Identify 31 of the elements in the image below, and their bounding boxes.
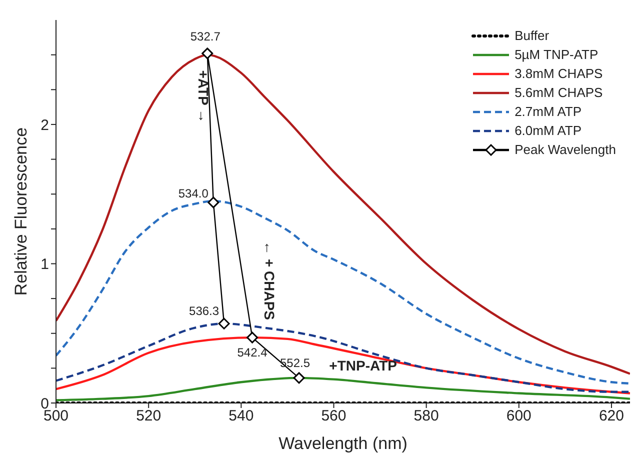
annotation: ← + CHAPS [262,240,278,320]
annotation: 536.3 [189,304,220,318]
legend-label: Peak Wavelength [514,142,616,157]
point [218,318,230,330]
annotation: 542.4 [237,346,268,360]
x-axis-title: Wavelength (nm) [278,434,408,453]
point [293,372,305,384]
x-tick-label: 520 [136,408,162,425]
x-tick-label: 580 [414,408,439,425]
annotation: 534.0 [178,186,209,201]
x-tick-label: 620 [598,408,624,425]
legend-label: 3.8mM CHAPS [514,66,603,81]
legend-label: 5µM TNP-ATP [514,47,598,62]
annotation: 532.7 [190,30,221,44]
x-tick-label: 600 [506,408,532,425]
x-tick-label: 500 [43,408,69,425]
y-axis-title: Relative Fluorescence [11,127,30,296]
legend-label: 2.7mM ATP [514,104,582,119]
point [208,196,220,208]
y-tick-label: 1 [40,256,49,274]
legend-label: 5.6mM CHAPS [514,85,603,100]
annotation: +ATP → [196,70,212,123]
point [246,332,258,344]
x-tick-label: 560 [321,408,346,425]
legend-label: Buffer [514,28,550,43]
annotation: 552.5 [280,356,310,370]
y-tick-label: 2 [40,116,49,134]
legend-label: 6.0mM ATP [514,123,582,138]
annotation: +TNP-ATP [329,357,397,374]
point [202,48,214,60]
x-tick-label: 540 [228,408,254,425]
